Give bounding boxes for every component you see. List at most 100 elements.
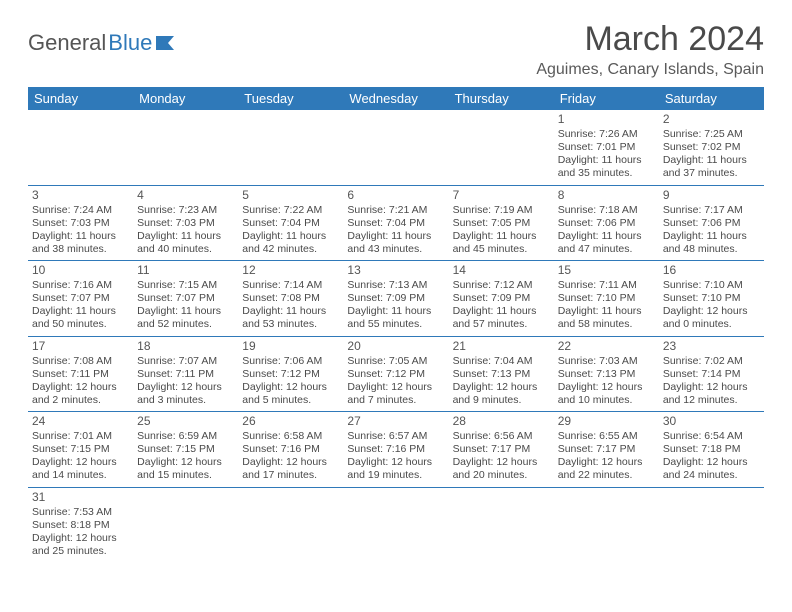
day-number: 13: [347, 263, 444, 278]
daylight-text: Daylight: 11 hours and 48 minutes.: [663, 230, 760, 256]
calendar-cell: 20Sunrise: 7:05 AMSunset: 7:12 PMDayligh…: [343, 336, 448, 412]
sunrise-text: Sunrise: 7:15 AM: [137, 279, 234, 292]
day-number: 9: [663, 188, 760, 203]
sunset-text: Sunset: 7:14 PM: [663, 368, 760, 381]
sunrise-text: Sunrise: 7:02 AM: [663, 355, 760, 368]
calendar-cell: 3Sunrise: 7:24 AMSunset: 7:03 PMDaylight…: [28, 185, 133, 261]
weekday-header-row: Sunday Monday Tuesday Wednesday Thursday…: [28, 87, 764, 110]
logo-text-1: General: [28, 30, 106, 56]
logo: GeneralBlue: [28, 20, 178, 56]
calendar-row: 17Sunrise: 7:08 AMSunset: 7:11 PMDayligh…: [28, 336, 764, 412]
sunset-text: Sunset: 7:12 PM: [347, 368, 444, 381]
daylight-text: Daylight: 11 hours and 58 minutes.: [558, 305, 655, 331]
sunset-text: Sunset: 7:11 PM: [32, 368, 129, 381]
calendar-cell: 17Sunrise: 7:08 AMSunset: 7:11 PMDayligh…: [28, 336, 133, 412]
calendar-cell: [343, 487, 448, 562]
calendar-cell: 1Sunrise: 7:26 AMSunset: 7:01 PMDaylight…: [554, 110, 659, 185]
weekday-header: Monday: [133, 87, 238, 110]
sunrise-text: Sunrise: 7:23 AM: [137, 204, 234, 217]
daylight-text: Daylight: 12 hours and 7 minutes.: [347, 381, 444, 407]
daylight-text: Daylight: 12 hours and 17 minutes.: [242, 456, 339, 482]
day-number: 15: [558, 263, 655, 278]
day-number: 29: [558, 414, 655, 429]
sunrise-text: Sunrise: 6:58 AM: [242, 430, 339, 443]
calendar-cell: 11Sunrise: 7:15 AMSunset: 7:07 PMDayligh…: [133, 261, 238, 337]
calendar-cell: [133, 110, 238, 185]
calendar-cell: 2Sunrise: 7:25 AMSunset: 7:02 PMDaylight…: [659, 110, 764, 185]
day-number: 11: [137, 263, 234, 278]
calendar-cell: 29Sunrise: 6:55 AMSunset: 7:17 PMDayligh…: [554, 412, 659, 488]
sunrise-text: Sunrise: 7:16 AM: [32, 279, 129, 292]
sunrise-text: Sunrise: 6:59 AM: [137, 430, 234, 443]
logo-text-2: Blue: [108, 30, 152, 56]
day-number: 2: [663, 112, 760, 127]
sunrise-text: Sunrise: 7:25 AM: [663, 128, 760, 141]
sunrise-text: Sunrise: 7:13 AM: [347, 279, 444, 292]
daylight-text: Daylight: 11 hours and 42 minutes.: [242, 230, 339, 256]
daylight-text: Daylight: 11 hours and 50 minutes.: [32, 305, 129, 331]
sunset-text: Sunset: 7:16 PM: [242, 443, 339, 456]
sunrise-text: Sunrise: 6:55 AM: [558, 430, 655, 443]
day-number: 17: [32, 339, 129, 354]
calendar-cell: 27Sunrise: 6:57 AMSunset: 7:16 PMDayligh…: [343, 412, 448, 488]
daylight-text: Daylight: 12 hours and 5 minutes.: [242, 381, 339, 407]
daylight-text: Daylight: 11 hours and 57 minutes.: [453, 305, 550, 331]
sunset-text: Sunset: 7:07 PM: [137, 292, 234, 305]
day-number: 25: [137, 414, 234, 429]
day-number: 24: [32, 414, 129, 429]
calendar-cell: [343, 110, 448, 185]
daylight-text: Daylight: 11 hours and 55 minutes.: [347, 305, 444, 331]
day-number: 8: [558, 188, 655, 203]
sunset-text: Sunset: 7:05 PM: [453, 217, 550, 230]
daylight-text: Daylight: 12 hours and 9 minutes.: [453, 381, 550, 407]
sunrise-text: Sunrise: 7:21 AM: [347, 204, 444, 217]
calendar-cell: [449, 487, 554, 562]
calendar-row: 3Sunrise: 7:24 AMSunset: 7:03 PMDaylight…: [28, 185, 764, 261]
calendar-cell: 23Sunrise: 7:02 AMSunset: 7:14 PMDayligh…: [659, 336, 764, 412]
calendar-cell: 26Sunrise: 6:58 AMSunset: 7:16 PMDayligh…: [238, 412, 343, 488]
sunset-text: Sunset: 7:09 PM: [347, 292, 444, 305]
calendar-body: 1Sunrise: 7:26 AMSunset: 7:01 PMDaylight…: [28, 110, 764, 562]
sunrise-text: Sunrise: 7:08 AM: [32, 355, 129, 368]
calendar-row: 10Sunrise: 7:16 AMSunset: 7:07 PMDayligh…: [28, 261, 764, 337]
day-number: 16: [663, 263, 760, 278]
calendar-cell: 12Sunrise: 7:14 AMSunset: 7:08 PMDayligh…: [238, 261, 343, 337]
calendar-cell: [238, 487, 343, 562]
month-title: March 2024: [536, 20, 764, 59]
daylight-text: Daylight: 12 hours and 12 minutes.: [663, 381, 760, 407]
sunset-text: Sunset: 7:04 PM: [347, 217, 444, 230]
day-number: 4: [137, 188, 234, 203]
daylight-text: Daylight: 12 hours and 22 minutes.: [558, 456, 655, 482]
daylight-text: Daylight: 12 hours and 3 minutes.: [137, 381, 234, 407]
daylight-text: Daylight: 12 hours and 0 minutes.: [663, 305, 760, 331]
sunset-text: Sunset: 7:01 PM: [558, 141, 655, 154]
calendar-table: Sunday Monday Tuesday Wednesday Thursday…: [28, 87, 764, 562]
weekday-header: Wednesday: [343, 87, 448, 110]
sunrise-text: Sunrise: 7:04 AM: [453, 355, 550, 368]
sunset-text: Sunset: 7:04 PM: [242, 217, 339, 230]
calendar-cell: 5Sunrise: 7:22 AMSunset: 7:04 PMDaylight…: [238, 185, 343, 261]
sunset-text: Sunset: 7:09 PM: [453, 292, 550, 305]
weekday-header: Thursday: [449, 87, 554, 110]
daylight-text: Daylight: 11 hours and 38 minutes.: [32, 230, 129, 256]
calendar-row: 31Sunrise: 7:53 AMSunset: 8:18 PMDayligh…: [28, 487, 764, 562]
sunset-text: Sunset: 7:12 PM: [242, 368, 339, 381]
daylight-text: Daylight: 11 hours and 43 minutes.: [347, 230, 444, 256]
sunset-text: Sunset: 7:11 PM: [137, 368, 234, 381]
location: Aguimes, Canary Islands, Spain: [536, 61, 764, 79]
weekday-header: Tuesday: [238, 87, 343, 110]
daylight-text: Daylight: 12 hours and 2 minutes.: [32, 381, 129, 407]
sunset-text: Sunset: 7:10 PM: [663, 292, 760, 305]
calendar-row: 24Sunrise: 7:01 AMSunset: 7:15 PMDayligh…: [28, 412, 764, 488]
sunset-text: Sunset: 7:10 PM: [558, 292, 655, 305]
calendar-cell: [238, 110, 343, 185]
day-number: 23: [663, 339, 760, 354]
day-number: 22: [558, 339, 655, 354]
sunrise-text: Sunrise: 7:53 AM: [32, 506, 129, 519]
sunrise-text: Sunrise: 7:19 AM: [453, 204, 550, 217]
sunset-text: Sunset: 7:18 PM: [663, 443, 760, 456]
daylight-text: Daylight: 11 hours and 37 minutes.: [663, 154, 760, 180]
sunrise-text: Sunrise: 7:10 AM: [663, 279, 760, 292]
sunset-text: Sunset: 7:08 PM: [242, 292, 339, 305]
day-number: 19: [242, 339, 339, 354]
